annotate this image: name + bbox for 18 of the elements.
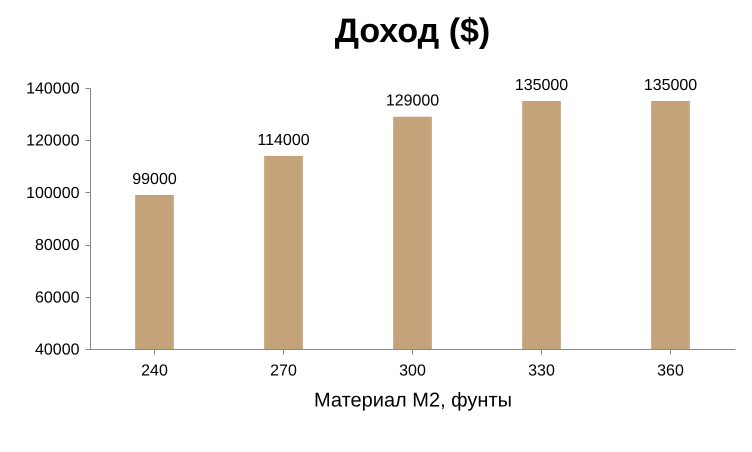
data-label: 135000: [644, 77, 698, 94]
data-label: 129000: [386, 92, 440, 110]
y-tick-label: 40000: [35, 342, 80, 358]
x-tick-label: 240: [141, 362, 168, 380]
chart-title: Доход ($): [334, 12, 490, 50]
x-tick-label: 300: [399, 362, 426, 380]
x-tick-label: 270: [270, 362, 297, 380]
y-tick-label: 60000: [35, 289, 80, 306]
x-tick-label: 360: [657, 362, 684, 380]
x-tick-label: 330: [528, 362, 555, 380]
y-tick-label: 100000: [26, 184, 80, 202]
data-label: 99000: [132, 171, 177, 188]
y-tick-label: 140000: [26, 80, 80, 98]
data-label: 114000: [257, 132, 310, 149]
data-label: 135000: [514, 77, 568, 94]
x-axis-title: Материал М2, фунты: [314, 390, 512, 412]
y-tick-label: 120000: [26, 132, 80, 150]
y-tick-label: 80000: [35, 237, 80, 254]
